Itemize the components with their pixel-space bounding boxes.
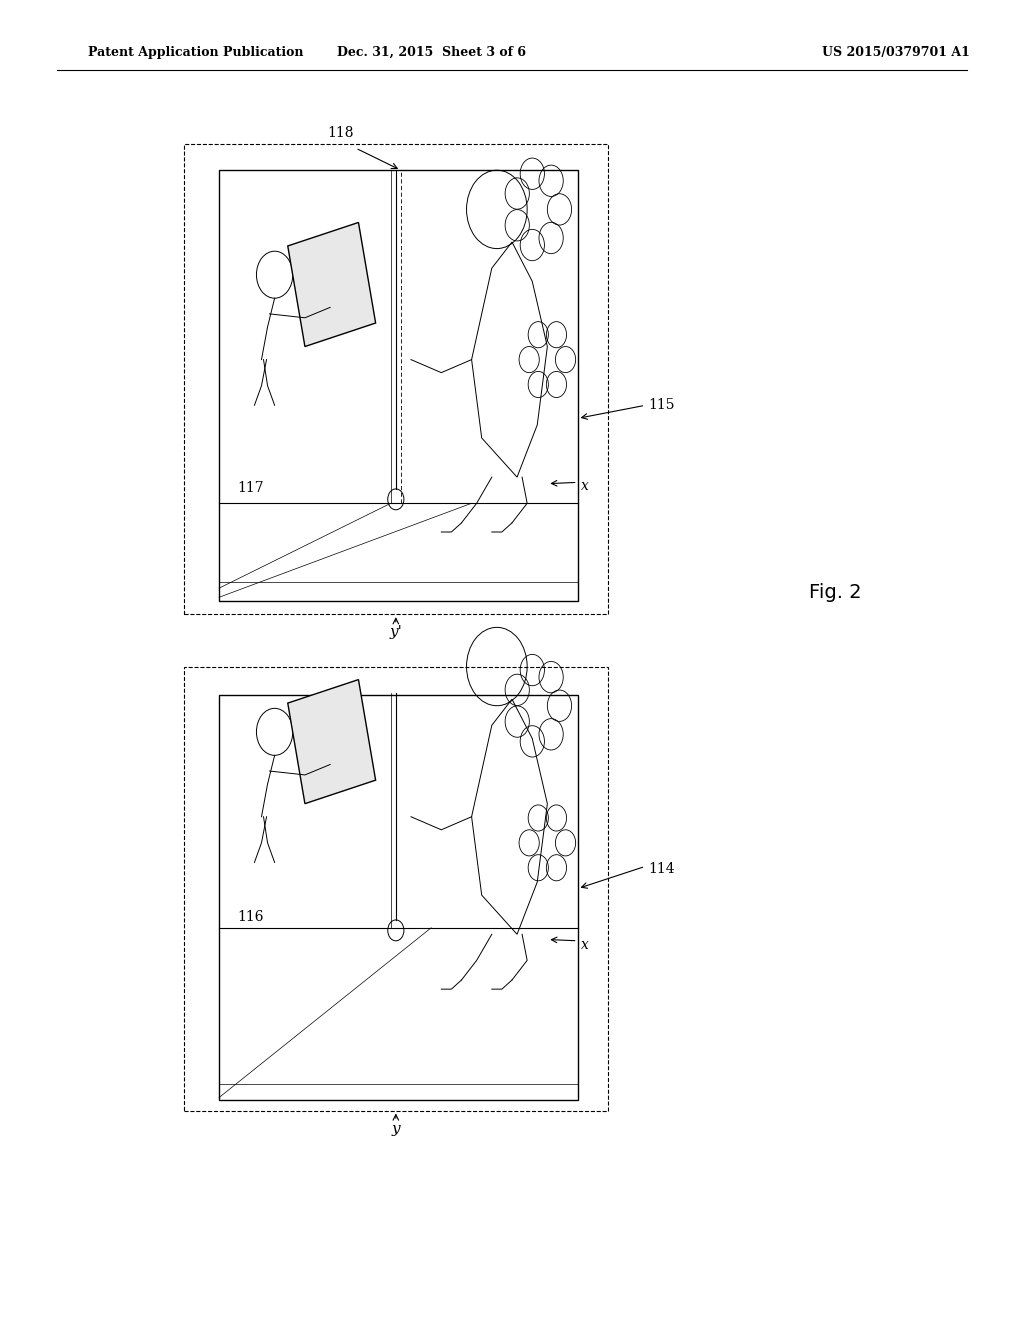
Text: 118: 118 bbox=[327, 127, 353, 140]
Text: 115: 115 bbox=[648, 399, 675, 412]
Text: x: x bbox=[581, 937, 589, 952]
Text: 117: 117 bbox=[238, 482, 264, 495]
Text: x: x bbox=[581, 479, 589, 494]
Text: Dec. 31, 2015  Sheet 3 of 6: Dec. 31, 2015 Sheet 3 of 6 bbox=[337, 46, 525, 59]
Bar bbox=[183, 144, 608, 614]
Bar bbox=[183, 667, 608, 1110]
Text: Patent Application Publication: Patent Application Publication bbox=[88, 46, 303, 59]
Text: 114: 114 bbox=[648, 862, 675, 876]
Polygon shape bbox=[288, 680, 376, 804]
Text: 116: 116 bbox=[238, 909, 264, 924]
Bar bbox=[219, 170, 578, 601]
Text: y: y bbox=[391, 1122, 400, 1137]
Polygon shape bbox=[288, 223, 376, 347]
Text: y': y' bbox=[389, 624, 402, 639]
Bar bbox=[219, 696, 578, 1100]
Text: Fig. 2: Fig. 2 bbox=[809, 582, 861, 602]
Text: US 2015/0379701 A1: US 2015/0379701 A1 bbox=[822, 46, 970, 59]
